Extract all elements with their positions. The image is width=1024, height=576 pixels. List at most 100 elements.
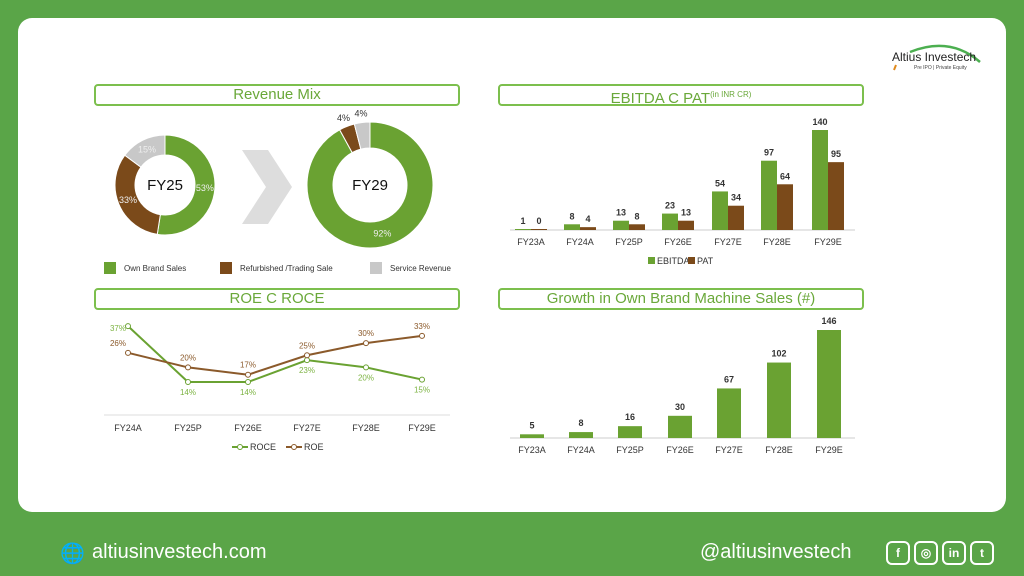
twitter-icon[interactable]: t xyxy=(970,541,994,565)
bar-own-brand-sales xyxy=(668,415,692,438)
facebook-icon[interactable]: f xyxy=(886,541,910,565)
slice-label: 53% xyxy=(196,183,214,193)
legend-label: ROE xyxy=(304,442,324,452)
bar-value-label: 146 xyxy=(821,316,836,326)
x-tick-label: FY24A xyxy=(567,445,595,455)
data-point xyxy=(304,352,310,359)
line-roce xyxy=(127,325,423,383)
x-tick-label: FY25P xyxy=(615,237,643,247)
globe-icon: 🌐 xyxy=(60,543,85,565)
bar-ebitda xyxy=(712,191,728,230)
bar-value-label: 13 xyxy=(681,208,691,218)
bar-value-label: 64 xyxy=(780,171,790,181)
data-point xyxy=(419,376,425,383)
bar-ebitda xyxy=(662,213,678,230)
bar-value-label: 8 xyxy=(569,211,574,221)
x-tick-label: FY29E xyxy=(815,445,843,455)
donut-slice xyxy=(353,121,371,150)
donut-center-label: FY29 xyxy=(352,177,388,194)
legend-label: ROCE xyxy=(250,442,276,452)
legend-swatch xyxy=(220,262,232,274)
data-label: 30% xyxy=(358,329,374,338)
bar-ebitda xyxy=(613,220,629,230)
donut-center-label: FY25 xyxy=(147,177,183,194)
legend-label: PAT xyxy=(697,256,714,266)
x-tick-label: FY28E xyxy=(352,423,380,433)
bar-value-label: 23 xyxy=(665,201,675,211)
revenue-mix-title: Revenue Mix xyxy=(94,84,460,106)
data-label: 17% xyxy=(240,361,256,370)
slice-label: 15% xyxy=(138,144,156,154)
bar-pat xyxy=(531,229,547,230)
bar-pat xyxy=(828,162,844,230)
data-point xyxy=(363,340,369,347)
x-tick-label: FY29E xyxy=(814,237,842,247)
bar-value-label: 30 xyxy=(675,402,685,412)
growth-title: Growth in Own Brand Machine Sales (#) xyxy=(498,288,864,310)
slice-label: 33% xyxy=(119,195,137,205)
bar-value-label: 8 xyxy=(578,418,583,428)
line-roe xyxy=(127,334,423,376)
x-tick-label: FY24A xyxy=(566,237,594,247)
bar-value-label: 140 xyxy=(812,117,827,127)
data-point xyxy=(185,379,191,385)
legend-label: Service Revenue xyxy=(390,264,451,273)
bar-ebitda xyxy=(812,130,828,230)
bar-value-label: 54 xyxy=(715,178,725,188)
x-tick-label: FY27E xyxy=(714,237,742,247)
x-tick-label: FY25P xyxy=(174,423,202,433)
bar-ebitda xyxy=(761,160,777,230)
bar-own-brand-sales xyxy=(520,434,544,438)
legend-marker xyxy=(291,444,297,450)
social-handle[interactable]: @altiusinvestech xyxy=(700,541,852,563)
data-label: 33% xyxy=(414,322,430,331)
linkedin-icon[interactable]: in xyxy=(942,541,966,565)
data-point xyxy=(245,379,251,385)
data-point xyxy=(363,364,369,371)
x-tick-label: FY24A xyxy=(114,423,142,433)
bar-pat xyxy=(678,220,694,230)
ebitda-unit: (in INR CR) xyxy=(710,90,752,99)
bar-value-label: 102 xyxy=(771,349,786,359)
donut-slice xyxy=(124,134,166,168)
bar-value-label: 8 xyxy=(634,211,639,221)
x-tick-label: FY28E xyxy=(765,445,793,455)
data-label: 26% xyxy=(110,339,126,348)
data-label: 23% xyxy=(299,366,315,375)
bar-value-label: 67 xyxy=(724,374,734,384)
bar-own-brand-sales xyxy=(717,388,741,438)
data-label: 25% xyxy=(299,341,315,350)
x-tick-label: FY26E xyxy=(666,445,694,455)
legend-marker xyxy=(237,444,243,450)
bar-value-label: 97 xyxy=(764,148,774,158)
roe-roce-title: ROE C ROCE xyxy=(94,288,460,310)
x-tick-label: FY29E xyxy=(408,423,436,433)
data-label: 14% xyxy=(180,388,196,397)
brand-tagline: Pre IPO | Private Equity xyxy=(914,65,967,71)
slice-label: 4% xyxy=(337,113,350,123)
website-link[interactable]: altiusinvestech.com xyxy=(92,541,267,563)
bar-own-brand-sales xyxy=(569,432,593,438)
x-tick-label: FY27E xyxy=(293,423,321,433)
bar-pat xyxy=(580,227,596,230)
legend-swatch xyxy=(648,257,655,264)
brand-logo: Altius Investech Pre IPO | Private Equit… xyxy=(880,40,990,80)
brand-name: Altius Investech xyxy=(892,50,977,64)
bar-ebitda xyxy=(564,224,580,230)
data-point xyxy=(125,323,131,330)
chevron-arrow-icon xyxy=(242,150,292,224)
content-panel xyxy=(18,18,1006,512)
bar-pat xyxy=(728,205,744,230)
legend-label: EBITDA xyxy=(657,256,690,266)
x-tick-label: FY23A xyxy=(518,445,546,455)
bar-ebitda xyxy=(515,229,531,230)
legend-swatch xyxy=(104,262,116,274)
bar-pat xyxy=(777,184,793,230)
bar-own-brand-sales xyxy=(767,362,791,438)
bar-value-label: 5 xyxy=(529,420,534,430)
x-tick-label: FY28E xyxy=(763,237,791,247)
data-label: 20% xyxy=(358,373,374,382)
data-label: 20% xyxy=(180,353,196,362)
instagram-icon[interactable]: ◎ xyxy=(914,541,938,565)
